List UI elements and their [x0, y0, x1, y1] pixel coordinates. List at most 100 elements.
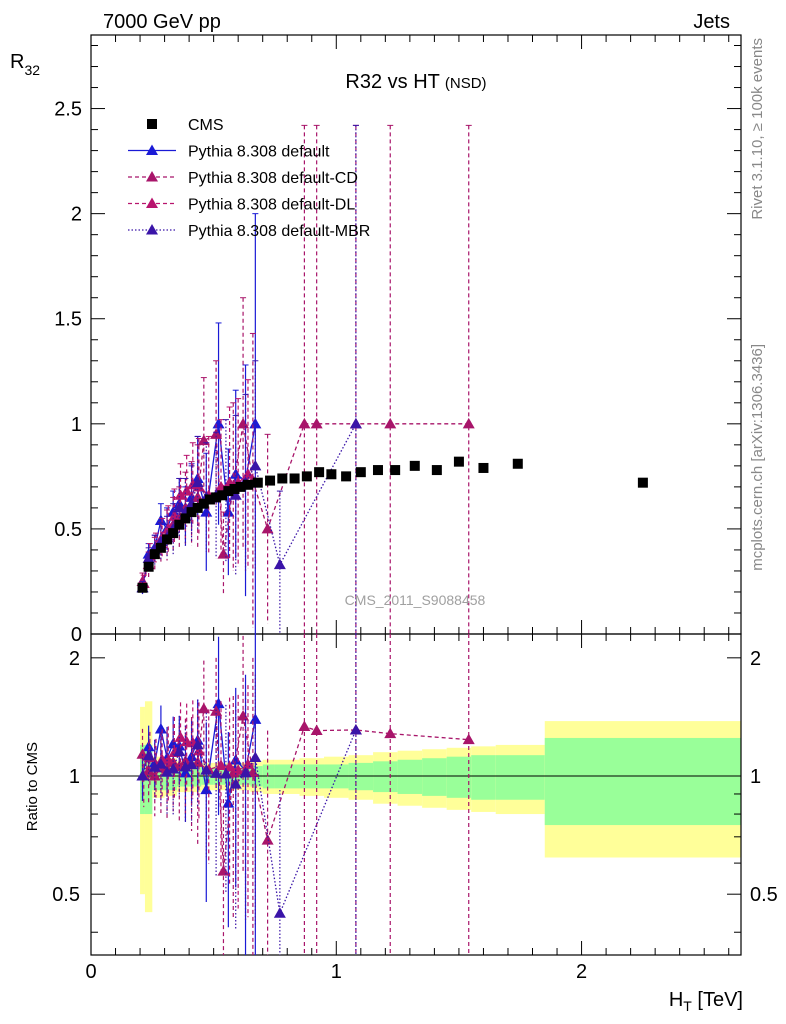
data-point-main — [462, 417, 475, 429]
cms-data-point — [372, 465, 383, 476]
header-right-text: Jets — [693, 11, 730, 33]
data-point-ratio — [273, 907, 286, 918]
legend-label: CMS — [188, 117, 224, 134]
data-point-ratio — [239, 766, 252, 778]
data-point-main — [273, 558, 286, 570]
data-point-ratio — [219, 767, 232, 779]
data-point-ratio — [349, 723, 362, 735]
cms-data-point — [453, 456, 464, 467]
green-band-bin — [397, 759, 423, 794]
cms-data-point — [198, 498, 209, 509]
y-tick-label-main: 2.5 — [54, 99, 82, 121]
data-point-ratio — [310, 724, 323, 736]
data-point-ratio — [136, 770, 149, 781]
data-point-ratio — [229, 778, 242, 789]
legend-marker-triangle — [146, 144, 158, 155]
cms-data-point — [252, 477, 263, 488]
green-band-bin — [348, 762, 374, 791]
data-point-ratio — [174, 731, 187, 742]
ratio-panel-frame — [90, 633, 742, 956]
data-point-ratio — [148, 761, 161, 772]
x-axis-label-h: H — [669, 989, 683, 1011]
data-point-main — [222, 506, 235, 517]
legend-entry-2: Pythia 8.308 default — [128, 144, 330, 161]
data-point-ratio — [197, 702, 210, 714]
green-band-bin — [422, 758, 447, 796]
cms-data-point — [314, 467, 325, 478]
y-tick-label-ratio-left: 0.5 — [52, 884, 80, 906]
cms-data-point — [211, 492, 222, 503]
cms-data-point — [162, 534, 173, 545]
data-point-ratio — [212, 697, 225, 709]
x-tick-label: 2 — [576, 961, 587, 983]
legend-marker-triangle — [146, 224, 158, 235]
data-point-ratio — [200, 764, 213, 775]
cms-data-point — [192, 502, 203, 513]
cms-data-point — [137, 582, 148, 593]
watermark-text: CMS_2011_S9088458 — [345, 592, 486, 608]
cms-data-point — [512, 458, 523, 469]
data-point-main — [174, 489, 187, 500]
data-point-main — [173, 501, 186, 513]
chart-title: R32 vs HT (NSD) — [345, 71, 486, 93]
data-point-ratio — [261, 834, 274, 845]
data-point-ratio — [462, 733, 475, 745]
data-point-main — [349, 417, 362, 429]
legend-label: Pythia 8.308 default-DL — [188, 197, 355, 214]
data-point-ratio — [237, 710, 250, 721]
axis-ticks: 0 1 200.511.522.50.5 0.51 12 2 — [52, 35, 778, 983]
data-point-main — [249, 459, 262, 471]
series-line-ratio — [141, 729, 357, 916]
chart-title-main: R32 vs HT — [345, 71, 439, 93]
data-point-ratio — [185, 758, 198, 770]
legend-label: Pythia 8.308 default-MBR — [188, 223, 370, 240]
cms-uncertainty-bands — [91, 701, 741, 913]
legend-marker-triangle — [146, 171, 158, 182]
cms-data-point — [223, 486, 234, 497]
data-point-ratio — [246, 766, 259, 777]
rivet-side-text: Rivet 3.1.10, ≥ 100k events — [749, 38, 766, 220]
data-point-main — [229, 489, 242, 500]
data-point-ratio — [162, 754, 175, 765]
data-point-ratio — [249, 751, 262, 762]
data-point-main — [310, 417, 323, 429]
data-point-main — [261, 522, 274, 534]
cms-data-point — [155, 542, 166, 553]
series-2 — [136, 124, 475, 955]
legend-label: Pythia 8.308 default — [188, 144, 330, 161]
x-tick-label: 1 — [331, 961, 342, 983]
data-point-main — [384, 417, 397, 429]
y-tick-label-ratio-right: 2 — [750, 648, 761, 670]
data-point-ratio — [154, 757, 167, 769]
cms-data-point — [289, 473, 300, 484]
data-point-main — [168, 510, 181, 521]
green-band-bin — [373, 761, 398, 793]
data-series — [136, 124, 648, 955]
x-axis-label-sub: T — [683, 998, 692, 1014]
cms-data-point — [409, 460, 420, 471]
data-point-main — [191, 476, 204, 488]
data-point-ratio — [241, 758, 254, 769]
legend-marker-square — [147, 119, 157, 129]
legend-entry-3: Pythia 8.308 default-CD — [128, 170, 358, 187]
data-point-main — [217, 548, 230, 559]
legend-entry-1: CMS — [147, 117, 224, 134]
cms-data-point — [265, 475, 276, 486]
cms-data-point — [355, 467, 366, 478]
cms-data-point — [168, 528, 179, 539]
legend-marker-triangle — [146, 197, 158, 208]
data-point-ratio — [232, 764, 245, 775]
y-tick-label-main: 1.5 — [54, 309, 82, 331]
cms-data-point — [186, 507, 197, 518]
y-tick-label-main: 0 — [71, 624, 82, 646]
data-point-ratio — [167, 763, 180, 774]
header-left-text: 7000 GeV pp — [103, 11, 221, 33]
cms-data-point — [180, 513, 191, 524]
green-band-bin — [471, 755, 496, 800]
data-point-ratio — [173, 745, 186, 757]
data-point-main — [249, 417, 262, 429]
y-axis-label-ratio: Ratio to CMS — [24, 742, 41, 831]
cms-data-point — [478, 462, 489, 473]
cms-data-point — [143, 561, 154, 572]
